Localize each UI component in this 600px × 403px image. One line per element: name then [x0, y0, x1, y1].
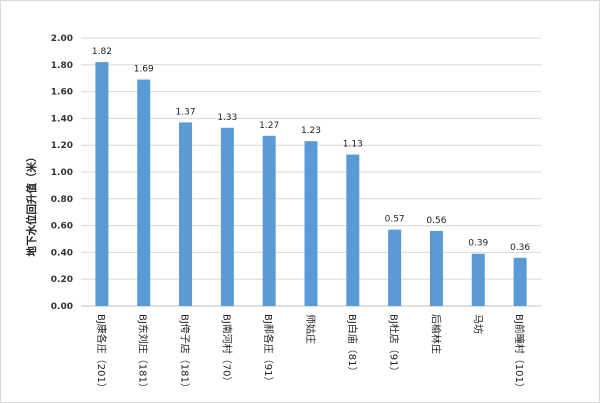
- data-label: 0.56: [426, 216, 446, 226]
- data-label: 1.69: [134, 65, 154, 75]
- data-labels: 1.82 1.69 1.37 1.33 1.27 1.23 1.13 0.57 0.56 0.39…: [92, 47, 530, 253]
- data-label: 1.37: [176, 107, 196, 117]
- y-tick-label: 1.20: [51, 141, 73, 151]
- data-label: 1.33: [217, 113, 237, 123]
- bar: [262, 135, 276, 306]
- y-tick-label: 1.60: [51, 88, 73, 98]
- bar: [95, 62, 109, 307]
- y-tick-label: 0.80: [51, 195, 73, 205]
- data-label: 0.36: [510, 243, 530, 253]
- x-category-label: BJ前疃村（101）: [513, 314, 526, 393]
- x-axis-categories: BJ康各庄（201） BJ东刘庄（181） BJ侉子店（181） BJ南河村（70） B…: [95, 314, 526, 393]
- y-tick-label: 1.40: [51, 114, 73, 124]
- y-tick-label: 2.00: [51, 34, 73, 44]
- x-category-label: 后榆林庄: [429, 314, 442, 354]
- bar: [471, 253, 485, 306]
- bar: [137, 79, 151, 306]
- data-label: 1.82: [92, 47, 112, 57]
- x-category-label: 师姑庄: [304, 314, 317, 344]
- x-category-label: BJ杜店（91）: [388, 314, 401, 377]
- bar: [220, 127, 234, 306]
- bar: [388, 229, 402, 306]
- x-category-label: BJ东刘庄（181）: [137, 314, 150, 393]
- y-tick-label: 1.80: [51, 61, 73, 71]
- bars: [95, 62, 527, 307]
- bar: [346, 154, 360, 306]
- bar: [513, 257, 527, 306]
- bar: [429, 230, 443, 306]
- x-category-label: BJ康各庄（201）: [95, 314, 108, 393]
- x-category-label: BJ侉子店（181）: [179, 314, 192, 393]
- y-tick-label: 0.20: [51, 275, 73, 285]
- data-label: 1.27: [259, 121, 279, 131]
- bar: [179, 122, 193, 306]
- y-axis-label: 地下水位回升值（米）: [25, 152, 38, 257]
- x-category-label: BJ南河村（70）: [220, 314, 233, 387]
- x-category-label: BJ白庙（81）: [346, 314, 359, 377]
- bar: [304, 141, 318, 306]
- data-label: 0.57: [385, 215, 405, 225]
- x-category-label: 马坊: [471, 314, 484, 334]
- y-axis-ticks: 0.00 0.20 0.40 0.60 0.80 1.00 1.20 1.40 1.60 1.80…: [51, 34, 73, 312]
- data-label: 1.23: [301, 126, 321, 136]
- x-category-label: BJ郝各庄（91）: [262, 314, 275, 387]
- y-tick-label: 1.00: [51, 168, 73, 178]
- y-tick-label: 0.00: [51, 302, 73, 312]
- y-tick-label: 0.40: [51, 248, 73, 258]
- data-label: 0.39: [468, 239, 488, 249]
- y-tick-label: 0.60: [51, 222, 73, 232]
- data-label: 1.13: [343, 140, 363, 150]
